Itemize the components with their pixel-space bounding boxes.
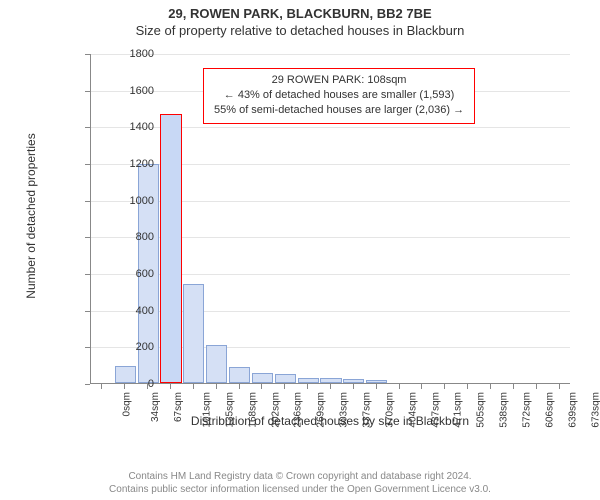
x-tick-mark	[376, 384, 377, 389]
page-subtitle: Size of property relative to detached ho…	[0, 23, 600, 38]
bar	[298, 378, 319, 384]
x-tick-mark	[147, 384, 148, 389]
y-tick-label: 800	[114, 231, 154, 243]
y-tick-mark	[85, 127, 90, 128]
x-tick-mark	[261, 384, 262, 389]
x-tick-mark	[353, 384, 354, 389]
annotation-box: 29 ROWEN PARK: 108sqm ← 43% of detached …	[203, 68, 475, 124]
x-tick-mark	[330, 384, 331, 389]
annotation-line: 29 ROWEN PARK: 108sqm	[214, 73, 464, 88]
x-tick-mark	[399, 384, 400, 389]
bar	[229, 367, 250, 384]
x-tick-label: 67sqm	[173, 392, 184, 422]
x-tick-mark	[170, 384, 171, 389]
chart: Number of detached properties 29 ROWEN P…	[32, 46, 580, 426]
x-tick-mark	[444, 384, 445, 389]
x-tick-label: 471sqm	[453, 392, 464, 428]
title-area: 29, ROWEN PARK, BLACKBURN, BB2 7BE Size …	[0, 0, 600, 38]
x-tick-mark	[490, 384, 491, 389]
y-tick-label: 1600	[114, 85, 154, 97]
y-tick-label: 1000	[114, 195, 154, 207]
y-tick-label: 200	[114, 341, 154, 353]
x-tick-mark	[239, 384, 240, 389]
y-tick-mark	[85, 311, 90, 312]
x-tick-mark	[284, 384, 285, 389]
bar	[183, 284, 204, 383]
y-tick-label: 1800	[114, 48, 154, 60]
y-tick-mark	[85, 91, 90, 92]
y-tick-mark	[85, 384, 90, 385]
y-tick-mark	[85, 274, 90, 275]
footer-line: Contains public sector information licen…	[0, 483, 600, 496]
x-tick-mark	[421, 384, 422, 389]
plot-area: 29 ROWEN PARK: 108sqm ← 43% of detached …	[90, 54, 570, 384]
y-tick-mark	[85, 164, 90, 165]
x-tick-label: 101sqm	[202, 392, 213, 428]
x-tick-label: 303sqm	[339, 392, 350, 428]
x-tick-label: 437sqm	[430, 392, 441, 428]
y-tick-mark	[85, 237, 90, 238]
x-tick-label: 0sqm	[122, 392, 133, 416]
x-tick-mark	[216, 384, 217, 389]
annotation-line: ← 43% of detached houses are smaller (1,…	[214, 88, 464, 103]
y-tick-label: 1400	[114, 121, 154, 133]
bar	[320, 378, 341, 384]
x-tick-label: 639sqm	[567, 392, 578, 428]
gridline	[91, 54, 570, 55]
y-tick-label: 1200	[114, 158, 154, 170]
x-tick-label: 168sqm	[247, 392, 258, 428]
x-tick-mark	[193, 384, 194, 389]
y-tick-mark	[85, 54, 90, 55]
x-tick-mark	[307, 384, 308, 389]
footer-line: Contains HM Land Registry data © Crown c…	[0, 470, 600, 483]
bar-highlighted	[160, 114, 181, 384]
x-tick-label: 370sqm	[384, 392, 395, 428]
x-tick-label: 538sqm	[499, 392, 510, 428]
x-tick-mark	[124, 384, 125, 389]
bar	[275, 374, 296, 383]
x-tick-label: 236sqm	[293, 392, 304, 428]
x-tick-mark	[513, 384, 514, 389]
y-tick-label: 400	[114, 305, 154, 317]
x-tick-label: 606sqm	[544, 392, 555, 428]
x-tick-label: 404sqm	[407, 392, 418, 428]
x-tick-mark	[559, 384, 560, 389]
x-tick-label: 673sqm	[590, 392, 600, 428]
x-tick-mark	[467, 384, 468, 389]
annotation-line: 55% of semi-detached houses are larger (…	[214, 103, 464, 118]
x-tick-label: 337sqm	[362, 392, 373, 428]
x-tick-label: 34sqm	[150, 392, 161, 422]
x-tick-label: 572sqm	[522, 392, 533, 428]
x-tick-mark	[536, 384, 537, 389]
x-tick-label: 269sqm	[316, 392, 327, 428]
page-title: 29, ROWEN PARK, BLACKBURN, BB2 7BE	[0, 6, 600, 21]
bar	[206, 345, 227, 383]
y-tick-label: 600	[114, 268, 154, 280]
bar	[343, 379, 364, 383]
bar	[252, 373, 273, 383]
bar	[366, 380, 387, 383]
x-tick-label: 505sqm	[476, 392, 487, 428]
x-tick-mark	[101, 384, 102, 389]
x-tick-label: 202sqm	[270, 392, 281, 428]
footer: Contains HM Land Registry data © Crown c…	[0, 470, 600, 496]
x-tick-label: 135sqm	[224, 392, 235, 428]
y-tick-mark	[85, 347, 90, 348]
y-tick-mark	[85, 201, 90, 202]
